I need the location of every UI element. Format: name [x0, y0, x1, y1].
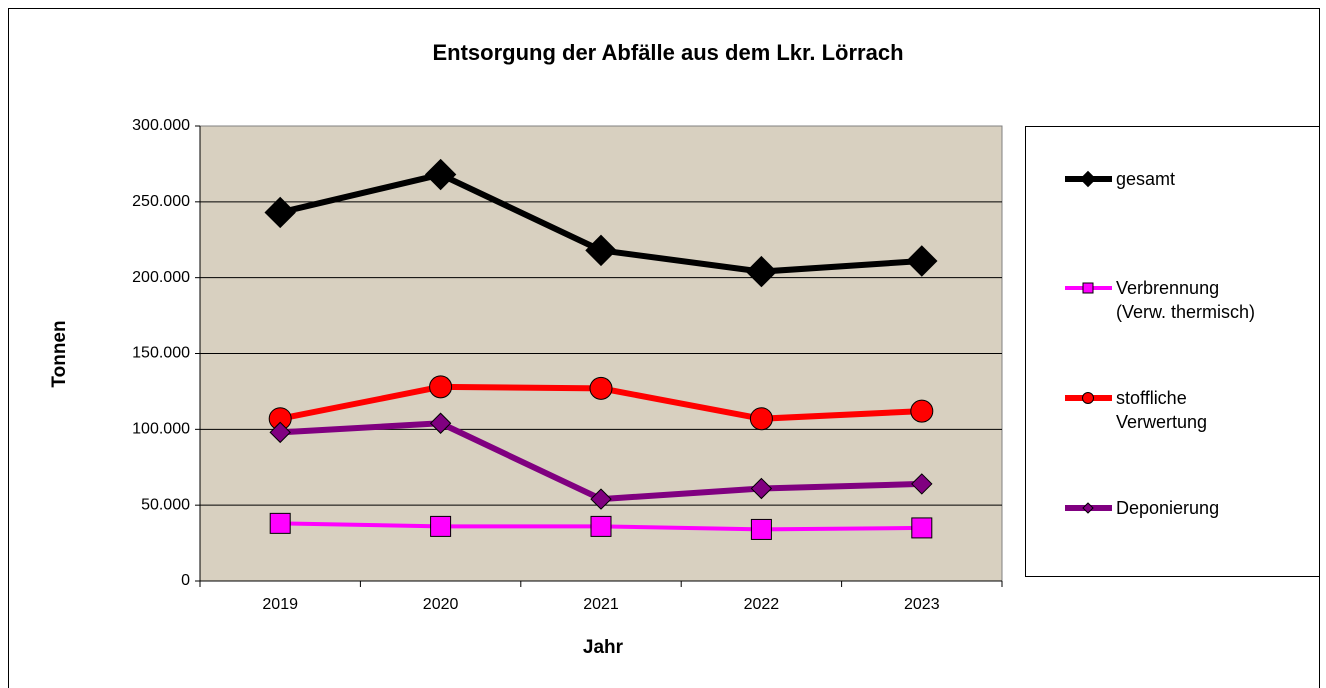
marker: [906, 245, 938, 277]
y-tick-label: 200.000: [132, 269, 190, 286]
marker: [429, 412, 452, 434]
x-tick-label: 2021: [583, 596, 619, 613]
legend-box: [1025, 126, 1320, 577]
marker: [589, 376, 613, 400]
marker: [1082, 282, 1094, 294]
marker: [911, 473, 933, 495]
y-tick-label: 300.000: [132, 117, 190, 134]
marker: [430, 515, 452, 537]
x-axis-label: Jahr: [583, 637, 624, 658]
x-tick-label: 2023: [904, 596, 940, 613]
marker: [590, 515, 612, 537]
marker: [911, 517, 933, 539]
marker: [424, 158, 457, 191]
y-tick-label: 250.000: [132, 193, 190, 210]
x-tick-label: 2019: [262, 596, 298, 613]
y-tick-label: 100.000: [132, 421, 190, 438]
x-tick-label: 2020: [423, 596, 459, 613]
y-tick-label: 50.000: [141, 496, 190, 513]
marker: [1082, 502, 1094, 514]
marker: [1079, 170, 1097, 188]
legend-label: Verbrennung (Verw. thermisch): [1116, 278, 1256, 322]
marker: [750, 518, 772, 540]
marker: [264, 196, 296, 229]
marker: [585, 234, 617, 267]
marker: [269, 421, 291, 444]
marker: [745, 255, 778, 288]
marker: [910, 399, 934, 423]
x-tick-label: 2022: [744, 596, 780, 613]
chart-title: Entsorgung der Abfälle aus dem Lkr. Lörr…: [432, 40, 903, 65]
legend-label: Deponierung: [1116, 498, 1220, 518]
marker: [749, 407, 773, 431]
y-tick-label: 150.000: [132, 345, 190, 362]
y-axis-label: Tonnen: [49, 320, 70, 387]
legend-label: gesamt: [1116, 169, 1176, 189]
marker: [269, 512, 291, 534]
marker: [590, 488, 612, 510]
marker: [429, 375, 453, 399]
marker: [1082, 392, 1094, 404]
y-tick-label: 0: [181, 572, 190, 589]
marker: [750, 477, 773, 500]
legend-label: stoffliche Verwertung: [1116, 388, 1208, 432]
